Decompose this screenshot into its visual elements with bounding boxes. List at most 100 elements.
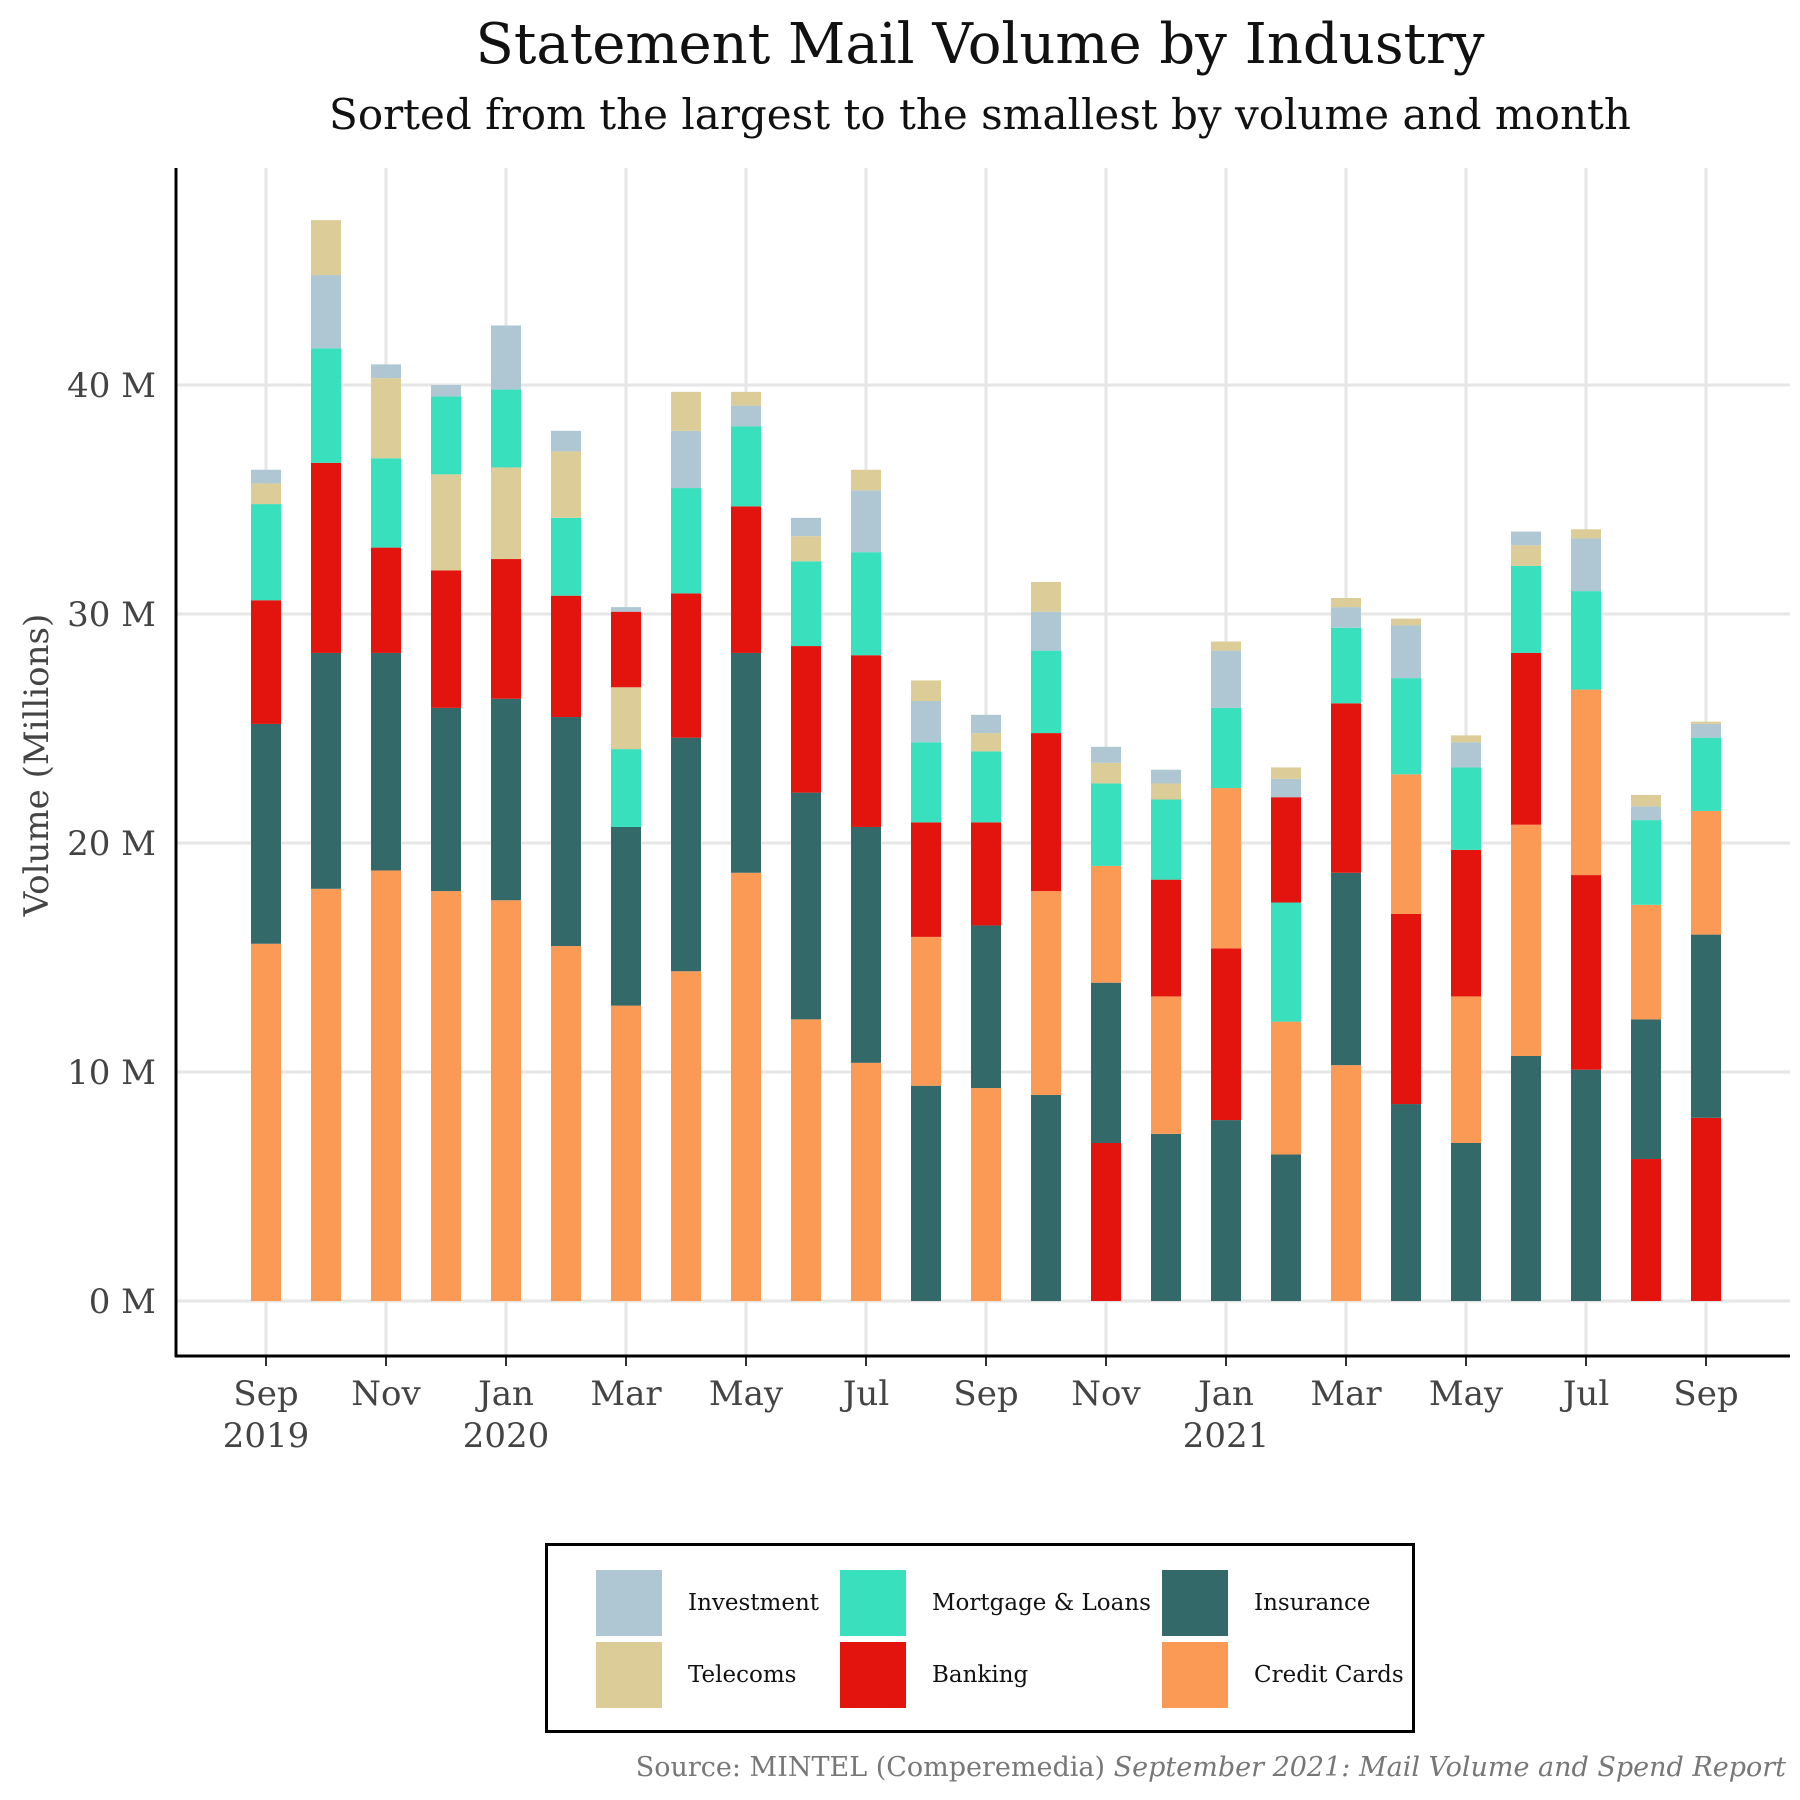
bar-segment: [731, 652, 761, 873]
bar-segment: [371, 547, 401, 653]
x-tick-label: Sep: [953, 1374, 1018, 1414]
legend-swatch: [596, 1570, 662, 1636]
bar-segment: [311, 348, 341, 463]
bar-segment: [671, 593, 701, 738]
bar-segment: [431, 385, 461, 397]
bar-segment: [431, 570, 461, 708]
bar-segment: [611, 687, 641, 750]
bar-segment: [371, 870, 401, 1301]
bar-segment: [1451, 742, 1481, 768]
bar-segment: [431, 707, 461, 892]
bar-segment: [911, 936, 941, 1086]
bar-segment: [1691, 934, 1721, 1118]
bar-segment: [1271, 1154, 1301, 1301]
bar-segment: [371, 364, 401, 379]
bar-segment: [1031, 650, 1061, 734]
bar-segment: [1451, 767, 1481, 850]
x-tick-year-label: 2021: [1183, 1416, 1270, 1456]
x-tick-label: Jan: [1195, 1374, 1254, 1414]
bar-segment: [251, 483, 281, 505]
bar-segment: [1331, 872, 1361, 1066]
y-tick-label: 10 M: [67, 1053, 156, 1093]
bar-segment: [851, 490, 881, 553]
bar-segment: [1091, 762, 1121, 784]
bar-segment: [1091, 746, 1121, 763]
bar-segment: [1151, 1133, 1181, 1301]
bar-segment: [251, 723, 281, 944]
bar-segment: [311, 888, 341, 1301]
bar-segment: [1091, 1142, 1121, 1301]
bar-segment: [1211, 650, 1241, 708]
bar-segment: [1331, 1065, 1361, 1301]
bar-segment: [1031, 733, 1061, 892]
bar-segment: [491, 900, 521, 1301]
bar-segment: [551, 430, 581, 452]
bar-segment: [1031, 891, 1061, 1095]
bar-segment: [311, 462, 341, 653]
bar-segment: [1151, 799, 1181, 880]
bar-segment: [1451, 735, 1481, 743]
bar-segment: [1271, 797, 1301, 903]
bar-segment: [1631, 1019, 1661, 1160]
bar-segment: [1631, 820, 1661, 905]
x-tick-label: Sep: [1673, 1374, 1738, 1414]
bar-segment: [971, 714, 1001, 734]
bar-segment: [1331, 597, 1361, 608]
y-tick-label: 40 M: [67, 366, 156, 406]
bar-segment: [611, 611, 641, 688]
bar-segment: [1391, 618, 1421, 626]
bar-segment: [971, 733, 1001, 752]
bar-segment: [1691, 723, 1721, 738]
bar-segment: [1451, 1142, 1481, 1301]
x-tick-label: Jan: [475, 1374, 534, 1414]
bar-segment: [791, 646, 821, 793]
legend-swatch: [1162, 1642, 1228, 1708]
legend-swatch: [840, 1570, 906, 1636]
bar-segment: [371, 458, 401, 548]
chart-subtitle: Sorted from the largest to the smallest …: [329, 90, 1631, 139]
legend-item: Investment: [596, 1570, 819, 1636]
x-tick-label: Sep: [233, 1374, 298, 1414]
bar-segment: [1091, 982, 1121, 1143]
bar-segment: [371, 378, 401, 459]
x-tick-label: Mar: [1310, 1374, 1382, 1414]
legend-item: Telecoms: [596, 1642, 796, 1708]
bar-segment: [671, 391, 701, 431]
x-tick-label: Jul: [1560, 1374, 1609, 1414]
bar-segment: [491, 698, 521, 901]
bar-segment: [851, 469, 881, 491]
bar-segment: [731, 872, 761, 1301]
bar-segment: [1271, 767, 1301, 779]
bar-segment: [1151, 879, 1181, 997]
bar-segment: [1391, 774, 1421, 914]
bar-segment: [551, 717, 581, 947]
x-tick-label: Jul: [840, 1374, 889, 1414]
bar-segment: [1631, 806, 1661, 821]
bar-segment: [1511, 652, 1541, 825]
bar-segment: [611, 749, 641, 827]
bar-segment: [1271, 778, 1301, 798]
bar-segment: [851, 1062, 881, 1301]
bar-segment: [1571, 538, 1601, 592]
bar-segment: [311, 275, 341, 349]
legend-swatch: [596, 1642, 662, 1708]
bar-segment: [251, 600, 281, 724]
bar-segment: [251, 469, 281, 484]
bar-segment: [1511, 531, 1541, 546]
x-tick-label: Nov: [351, 1374, 421, 1414]
legend-label: Investment: [688, 1590, 820, 1616]
bar-segment: [1511, 565, 1541, 653]
bar-segment: [1571, 1069, 1601, 1301]
bar-segment: [491, 389, 521, 468]
legend-label: Insurance: [1254, 1590, 1371, 1616]
x-tick-label: May: [709, 1374, 784, 1414]
bar-segment: [431, 396, 461, 475]
source-report-title: September 2021: Mail Volume and Spend Re…: [1113, 1752, 1786, 1783]
bar-segment: [1151, 996, 1181, 1134]
bar-segment: [1571, 591, 1601, 690]
axes: [174, 168, 1790, 1366]
bar-segment: [251, 504, 281, 601]
bar-segment: [1031, 1094, 1061, 1301]
bar-segment: [671, 488, 701, 594]
